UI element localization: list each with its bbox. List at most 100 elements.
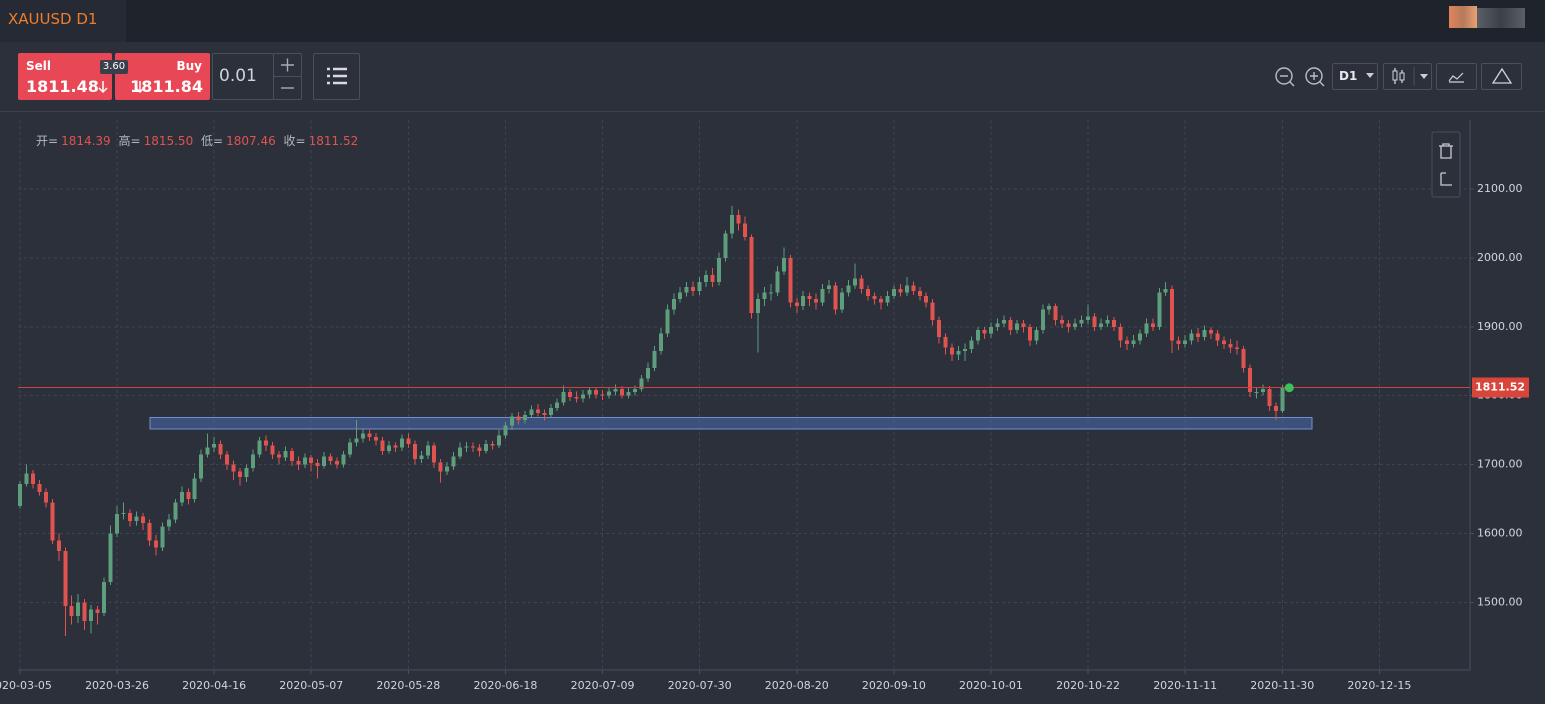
candle-body [153, 540, 158, 548]
candle-body [1105, 319, 1110, 324]
candle-body [1073, 323, 1078, 327]
ohlc-value: 1807.46 [226, 134, 276, 148]
candle-body [781, 257, 786, 272]
candle-body [276, 454, 281, 458]
blurred-icon [1477, 8, 1525, 28]
buy-button[interactable]: Buy 1811.84 [115, 53, 210, 100]
x-tick-label: 2020-11-30 [1250, 679, 1314, 692]
candle-body [348, 442, 353, 455]
candle-body [522, 414, 527, 420]
sell-button[interactable]: Sell 1811.48 [18, 53, 112, 100]
candle-body [820, 288, 825, 303]
grid: 1500.001600.001700.001800.001900.002000.… [0, 120, 1523, 692]
candle-body [594, 390, 599, 395]
zoom-out[interactable] [1272, 64, 1298, 90]
down-arrow [98, 81, 108, 94]
candle-body [328, 456, 333, 462]
candle-body [1247, 368, 1252, 393]
candle-body [995, 323, 1000, 327]
candle-body [658, 333, 663, 351]
candle-body [1099, 323, 1104, 327]
candle-body [956, 350, 961, 355]
candle-body [710, 275, 715, 282]
lot-input[interactable]: 0.01 [212, 53, 274, 100]
candle-body [238, 471, 243, 478]
last-price-box [1472, 377, 1529, 398]
y-tick-label: 2000.00 [1477, 251, 1523, 264]
x-tick-label: 2020-03-26 [85, 679, 149, 692]
candle-body [788, 257, 793, 303]
candle-body [917, 290, 922, 296]
candle-body [1131, 340, 1136, 344]
candle-body [1001, 319, 1006, 324]
undo-button[interactable] [1440, 172, 1452, 186]
candle-body [619, 388, 624, 396]
candle-body [315, 463, 320, 466]
ohlc-value: 1815.50 [144, 134, 194, 148]
candle-body [898, 288, 903, 293]
x-tick-label: 2020-06-18 [473, 679, 537, 692]
chart-type-dropdown[interactable] [1383, 63, 1432, 90]
lot-plus[interactable] [273, 53, 302, 77]
candle-body [542, 412, 547, 415]
candle-body [386, 445, 391, 451]
candle-body [1027, 326, 1032, 341]
x-tick-label: 2020-08-20 [765, 679, 829, 692]
x-tick-label: 2020-09-10 [862, 679, 926, 692]
candle-body [1111, 319, 1116, 327]
indicators-button[interactable] [1436, 63, 1477, 90]
candle-body [250, 454, 255, 469]
y-tick-label: 1500.00 [1477, 595, 1523, 608]
candle-body [827, 285, 832, 289]
candle-body [833, 285, 838, 310]
candle-body [1137, 333, 1142, 341]
last-price-dot [1284, 383, 1294, 393]
candle-body [270, 445, 275, 455]
candle-body [212, 443, 217, 448]
candle-body [548, 408, 553, 415]
candle-body [464, 446, 469, 448]
candle-body [1215, 333, 1220, 341]
candle-body [225, 454, 230, 465]
candle-body [1228, 343, 1233, 348]
minus-icon [281, 87, 294, 89]
delete-button[interactable] [1439, 143, 1453, 159]
x-tick-label: 2020-03-05 [0, 679, 52, 692]
zoom-in[interactable] [1302, 64, 1328, 90]
candle-body [425, 445, 430, 456]
candle-body [1047, 306, 1052, 310]
candle-body [1021, 323, 1026, 327]
candle-body [1241, 348, 1246, 369]
top-bar: XAUUSD D1 [0, 0, 1545, 42]
candle-body [516, 416, 521, 420]
candle-body [140, 516, 145, 524]
candle-body [76, 602, 81, 617]
lot-minus[interactable] [273, 76, 302, 100]
candle-body [859, 278, 864, 289]
order-list-button[interactable] [313, 53, 360, 100]
timeframe-dropdown[interactable]: D1 [1332, 63, 1378, 90]
drawing-button[interactable] [1481, 63, 1522, 90]
candle-body [671, 299, 676, 310]
x-tick-label: 2020-10-22 [1056, 679, 1120, 692]
candle-body [762, 292, 767, 300]
candle-body [127, 512, 132, 522]
candle-body [1196, 333, 1201, 338]
candle-body [872, 295, 877, 300]
ohlc-label: 高= [119, 133, 141, 148]
spread: 3.60 [100, 60, 128, 74]
candle-body [1183, 340, 1188, 344]
candle-body [160, 526, 165, 548]
chart-tab[interactable]: XAUUSD D1 [0, 0, 126, 42]
candle-body [17, 483, 22, 506]
candle-body [509, 416, 514, 426]
blurred-icon [1449, 6, 1477, 28]
candle-body [82, 602, 87, 622]
candle-body [801, 295, 806, 307]
candle-body [814, 299, 819, 303]
candle-body [147, 523, 152, 541]
candle-body [924, 295, 929, 303]
candle-body [963, 348, 968, 351]
toolbar [0, 42, 1545, 112]
candle-body [179, 492, 184, 503]
